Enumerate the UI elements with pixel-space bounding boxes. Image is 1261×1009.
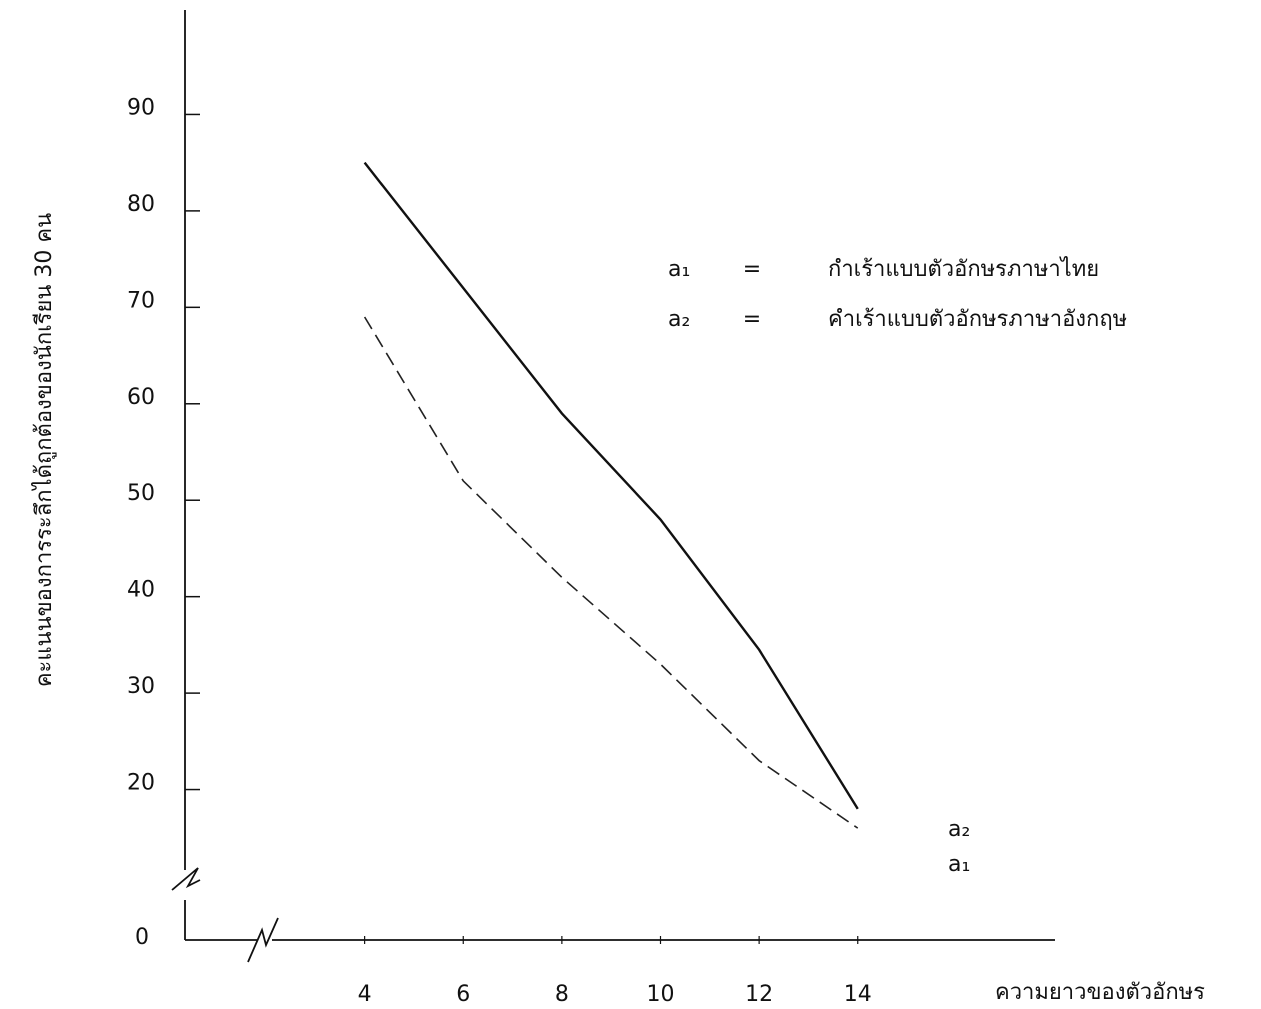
legend-sign: = — [743, 307, 761, 332]
end-label: a₁ — [948, 852, 970, 877]
legend-symbol: a₁ — [668, 257, 690, 282]
series-line — [363, 161, 859, 810]
origin-label: 0 — [135, 925, 149, 950]
x-axis-break — [247, 917, 279, 963]
x-tick-label: 12 — [745, 982, 773, 1007]
legend-text: คำเร้าแบบตัวอักษรภาษาอังกฤษ — [828, 307, 1127, 332]
y-tick-label: 20 — [127, 771, 155, 796]
y-tick-label: 70 — [127, 288, 155, 313]
y-tick-label: 30 — [127, 674, 155, 699]
legend-symbol: a₂ — [668, 307, 690, 332]
y-tick-label: 50 — [127, 481, 155, 506]
y-tick-label: 90 — [127, 95, 155, 120]
x-axis-label: ความยาวของตัวอักษร — [995, 980, 1205, 1005]
series-line — [363, 316, 859, 829]
y-tick-label: 40 — [127, 578, 155, 603]
x-tick-label: 8 — [555, 982, 569, 1007]
legend-text: กำเร้าแบบตัวอักษรภาษาไทย — [828, 256, 1099, 282]
x-tick-label: 14 — [844, 982, 872, 1007]
x-tick-label: 6 — [456, 982, 470, 1007]
y-axis-label: คะแนนของการระลึกได้ถูกต้องของนักเรียน 30… — [31, 213, 57, 687]
y-tick-label: 60 — [127, 385, 155, 410]
x-tick-label: 10 — [647, 982, 675, 1007]
y-tick-label: 80 — [127, 192, 155, 217]
y-axis-break — [171, 867, 201, 891]
x-tick-label: 4 — [358, 982, 372, 1007]
end-label: a₂ — [948, 817, 970, 842]
legend-sign: = — [743, 257, 761, 282]
